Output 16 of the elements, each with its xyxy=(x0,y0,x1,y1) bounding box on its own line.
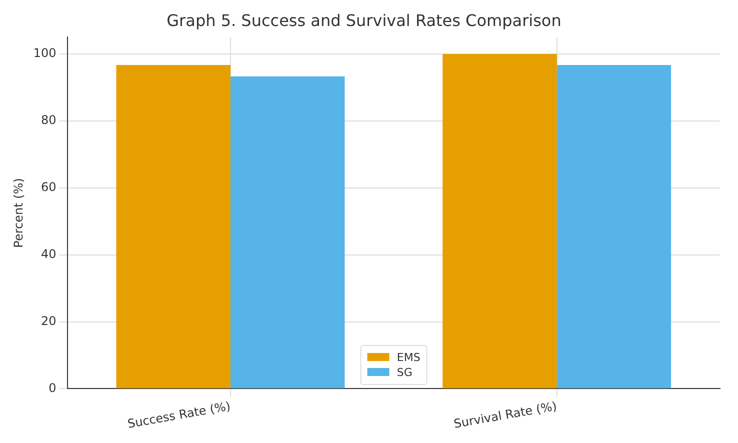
legend-label: SG xyxy=(396,366,412,379)
bar xyxy=(116,64,230,388)
y-tick-label: 80 xyxy=(41,113,56,128)
y-tick-label: 20 xyxy=(41,314,56,328)
y-tick-label: 100 xyxy=(33,46,56,60)
y-axis-title: Percent (%) xyxy=(11,178,26,248)
y-tick-label: 0 xyxy=(48,380,56,395)
bar xyxy=(556,64,672,388)
y-tick-label: 60 xyxy=(41,180,56,194)
chart-title: Graph 5. Success and Survival Rates Comparison xyxy=(166,10,562,30)
bar xyxy=(442,54,557,388)
y-tick-label: 40 xyxy=(41,246,56,261)
legend-label: EMS xyxy=(396,350,420,364)
bar xyxy=(230,76,345,388)
x-tick-label: Survival Rate (%) xyxy=(452,399,558,431)
x-tick-label: Success Rate (%) xyxy=(126,399,232,431)
